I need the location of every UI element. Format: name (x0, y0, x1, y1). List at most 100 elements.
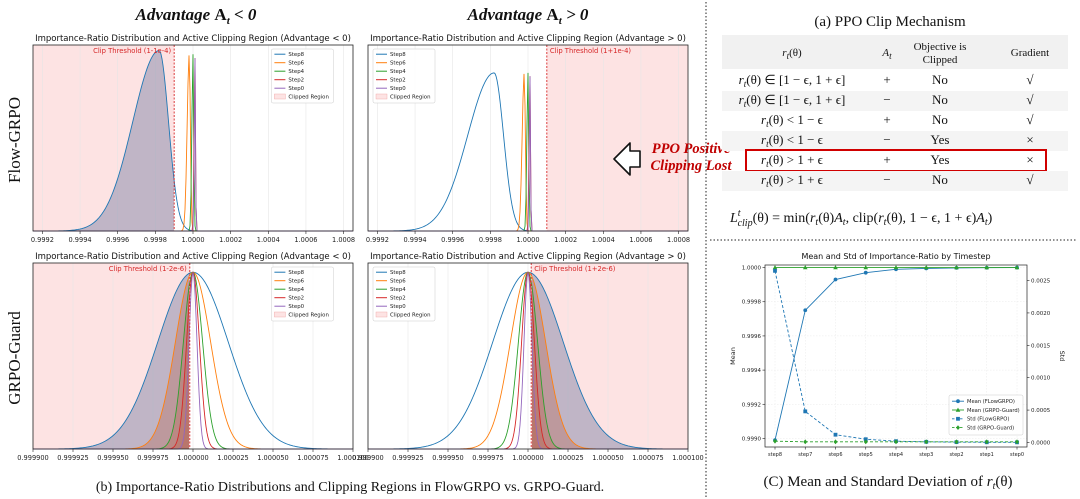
caption-c: (C) Mean and Standard Deviation of rt(θ) (763, 474, 1012, 492)
legend-label: Step8 (288, 270, 304, 276)
table-cell-ratio: rt(θ) > 1 + ϵ (761, 172, 823, 189)
legend: Step8 Step6 Step4 Step2 Step0 Clipped Region (372, 48, 436, 104)
legend: Step8 Step6 Step4 Step2 Step0 Clipped Region (271, 48, 334, 104)
data-point (833, 265, 838, 270)
data-point (955, 407, 961, 412)
data-point (956, 399, 960, 404)
table-cell-ratio: rt(θ) > 1 + ϵ (761, 152, 823, 169)
data-point (863, 437, 868, 442)
legend-label: Step6 (288, 279, 304, 285)
x-tick-label: step3 (919, 452, 933, 458)
x-tick-label: 0.9998 (144, 236, 167, 244)
x-tick-label: 1.0000 (516, 236, 539, 244)
x-tick-label: 1.0006 (629, 236, 652, 244)
legend-label: Step6 (390, 279, 406, 285)
legend-label: Std (FLowGRPO) (967, 417, 1009, 423)
table-cell-gradient: √ (1026, 172, 1034, 187)
x-tick-label: step6 (829, 452, 843, 458)
y-axis-label: Mean (729, 347, 737, 365)
row-label-grpoguard: GRPO-Guard (5, 311, 24, 405)
x-tick-label: step8 (768, 452, 782, 458)
table-row: rt(θ) > 1 + ϵ + Yes × (761, 152, 1034, 169)
y2-tick-label: 0.0010 (1031, 376, 1051, 382)
x-tick-label: 1.000050 (592, 454, 623, 462)
x-tick-label: 1.000000 (512, 454, 543, 462)
y2-tick-label: 0.0005 (1031, 408, 1051, 414)
x-tick-label: 0.999925 (392, 454, 423, 462)
table-header-ratio: rt(θ) (782, 47, 802, 61)
col-header-pos: Advantage At > 0 (467, 5, 589, 27)
x-tick-label: step5 (859, 452, 873, 458)
table-row: rt(θ) > 1 + ϵ − No √ (761, 172, 1034, 189)
x-tick-label: 1.000000 (177, 454, 208, 462)
table-header-gradient: Gradient (1011, 47, 1049, 59)
y-tick-label: 0.9998 (742, 300, 762, 306)
table-cell-gradient: × (1026, 152, 1033, 167)
table-cell-ratio: rt(θ) ∈ [1 − ϵ, 1 + ϵ] (739, 72, 846, 89)
panel-flowgrpo-neg: Importance-Ratio Distribution and Active… (31, 34, 355, 244)
table-cell-clipped: Yes (931, 132, 950, 147)
data-point (954, 439, 959, 445)
data-point (863, 270, 868, 275)
data-point (833, 277, 838, 282)
y-tick-label: 0.9994 (742, 368, 762, 374)
clip-threshold-label: Clip Threshold (1+2e-6) (534, 265, 616, 273)
x-tick-label: 1.0008 (332, 236, 355, 244)
table-cell-clipped: No (932, 112, 948, 127)
panel-title: Importance-Ratio Distribution and Active… (370, 252, 686, 262)
legend-label: Step0 (390, 86, 406, 92)
table-row-band (722, 131, 1068, 151)
table-cell-clipped: No (932, 72, 948, 87)
ppo-table: rt(θ) At Objective is Clipped Gradient rt(θ) … (722, 35, 1068, 191)
ppo-table-title: (a) PPO Clip Mechanism (814, 14, 966, 30)
y-tick-label: 0.9992 (742, 402, 761, 408)
table-header-band (722, 35, 1068, 69)
table-cell-adv: − (883, 132, 890, 147)
table-cell-adv: − (883, 172, 890, 187)
x-tick-label: 1.000025 (217, 454, 248, 462)
panel-title: Importance-Ratio Distribution and Active… (370, 34, 686, 44)
y-tick-label: 0.9996 (742, 334, 762, 340)
legend-label: Step2 (390, 78, 406, 84)
legend-label: Step0 (390, 304, 406, 310)
legend-label: Step8 (288, 52, 304, 58)
clip-threshold-label: Clip Threshold (1-2e-6) (109, 265, 187, 273)
table-cell-clipped: No (932, 92, 948, 107)
x-tick-label: 1.0002 (219, 236, 242, 244)
table-cell-clipped: No (932, 172, 948, 187)
x-tick-label: 0.999975 (137, 454, 168, 462)
table-row: rt(θ) < 1 − ϵ + No √ (761, 112, 1034, 129)
table-cell-ratio: rt(θ) < 1 − ϵ (761, 112, 823, 129)
x-tick-label: 0.9996 (441, 236, 464, 244)
clip-threshold-label: Clip Threshold (1+1e-4) (550, 47, 632, 55)
table-cell-gradient: √ (1026, 72, 1034, 87)
data-point (863, 439, 868, 445)
legend-label: Step4 (390, 287, 406, 293)
legend-label: Step4 (288, 287, 304, 293)
annotation-ppo-lost: PPO Positive Clipping Lost (651, 141, 733, 174)
clipped-fill-step8 (532, 273, 688, 449)
x-tick-label: 1.000025 (552, 454, 583, 462)
data-point (802, 265, 808, 270)
legend-label: Clipped Region (288, 313, 329, 319)
x-tick-label: 1.000075 (632, 454, 663, 462)
y2-tick-label: 0.0020 (1031, 311, 1051, 317)
y2-tick-label: 0.0015 (1031, 343, 1051, 349)
legend-label: Step8 (390, 270, 406, 276)
legend-label: Clipped Region (288, 95, 329, 101)
legend-swatch (274, 311, 286, 318)
data-point (924, 439, 929, 445)
col-header-neg: Advantage At < 0 (135, 5, 257, 27)
x-tick-label: 1.0006 (294, 236, 317, 244)
data-point (772, 265, 778, 270)
clip-threshold-label: Clip Threshold (1-1e-4) (93, 47, 171, 55)
caption-b: (b) Importance-Ratio Distributions and C… (96, 480, 604, 495)
table-row: rt(θ) ∈ [1 − ϵ, 1 + ϵ] + No √ (739, 72, 1035, 89)
clipped-fill-step6 (532, 276, 688, 449)
table-row-band (722, 91, 1068, 111)
legend-label: Step2 (288, 296, 304, 302)
legend-label: Step6 (390, 61, 406, 67)
x-tick-label: 0.999950 (97, 454, 128, 462)
x-tick-label: 1.000075 (297, 454, 328, 462)
